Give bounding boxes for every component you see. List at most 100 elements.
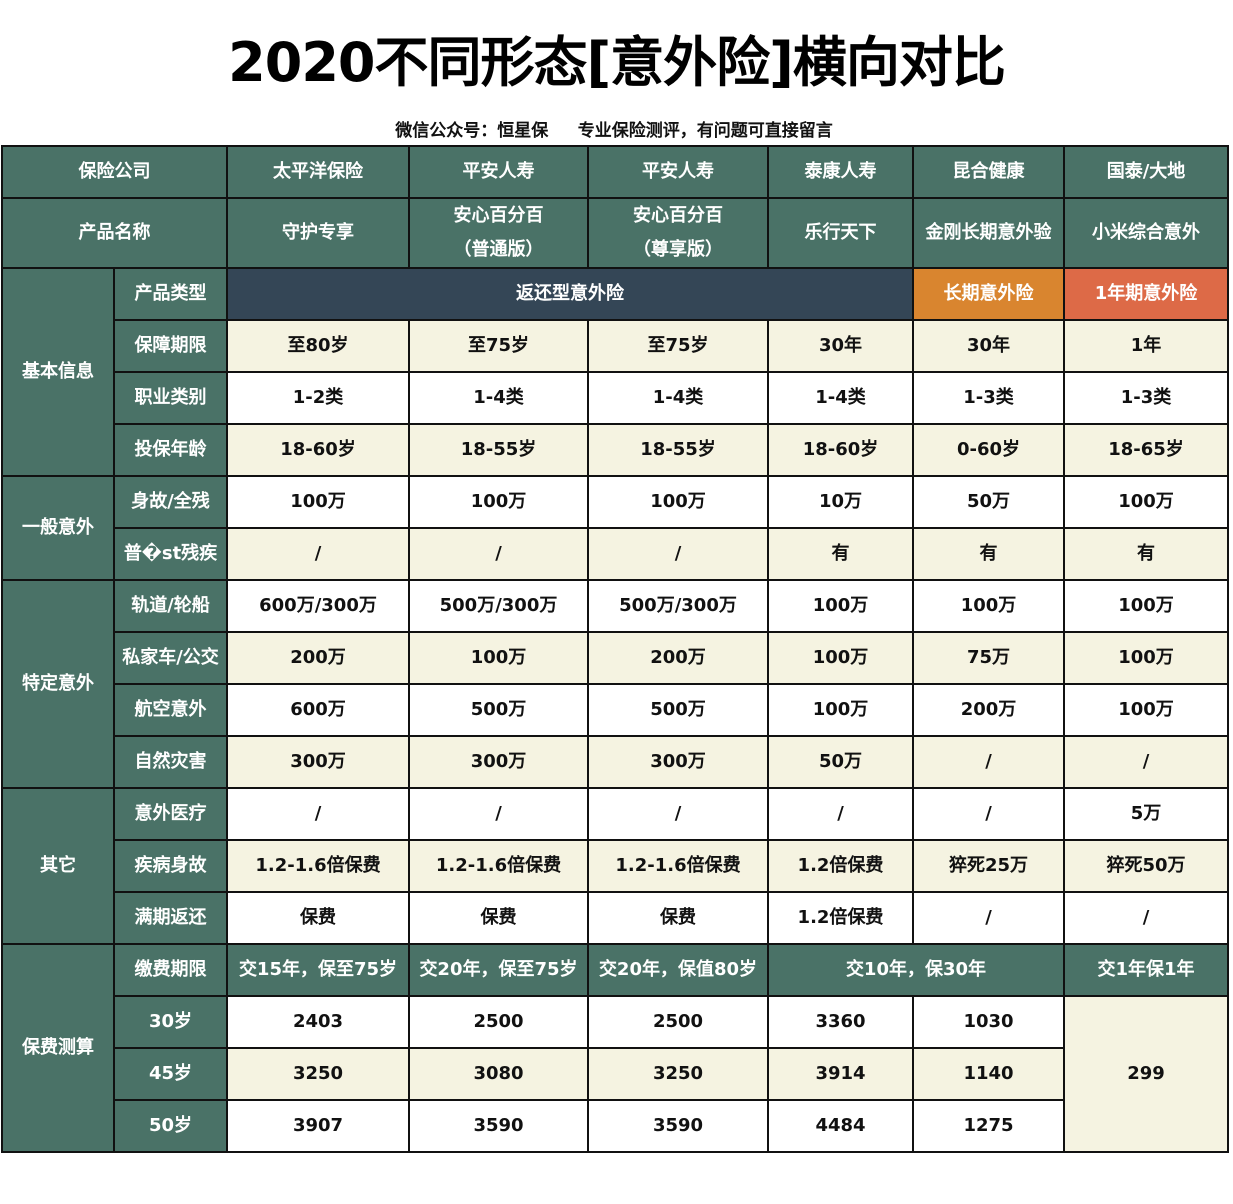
value-cell: 4484 (767, 1099, 914, 1154)
value-cell: 2403 (226, 995, 410, 1050)
payment-term-cell: 交20年，保至75岁 (408, 943, 589, 998)
table-row: 疾病身故 1.2-1.6倍保费 1.2-1.6倍保费 1.2-1.6倍保费 1.2倍保费… (2, 839, 1229, 894)
value-cell: 有 (1063, 527, 1229, 582)
value-cell: 3250 (587, 1047, 769, 1102)
value-cell: 100万 (767, 683, 914, 738)
product-name: 安心百分百 （尊享版） (587, 196, 769, 270)
value-cell: 100万 (408, 631, 589, 686)
payment-term-cell: 交10年，保30年 (767, 943, 1065, 998)
value-cell: 3080 (408, 1047, 589, 1102)
row-label: 身故/全残 (113, 475, 228, 530)
section-group-label: 一般意外 (1, 475, 115, 582)
row-label: 投保年龄 (113, 423, 228, 478)
section-group-label: 其它 (1, 787, 115, 946)
table-row: 保障期限 至80岁 至75岁 至75岁 30年 30年 1年 (2, 319, 1229, 374)
table-row: 私家车/公交 200万 100万 200万 100万 75万 100万 (2, 631, 1229, 686)
value-cell: 保费 (408, 891, 589, 946)
value-cell: 保费 (226, 891, 410, 946)
value-cell: 至75岁 (587, 319, 769, 374)
value-cell: 1-4类 (587, 371, 769, 426)
value-cell: 100万 (408, 475, 589, 530)
value-cell: 500万/300万 (587, 579, 769, 634)
product-type-cell: 返还型意外险 (226, 267, 914, 322)
value-cell: 75万 (912, 631, 1065, 686)
value-cell: 猝死50万 (1063, 839, 1229, 894)
row-label: 职业类别 (113, 371, 228, 426)
row-label: 自然灾害 (113, 735, 228, 790)
value-cell: / (1063, 891, 1229, 946)
value-cell: 猝死25万 (912, 839, 1065, 894)
company-name: 平安人寿 (587, 145, 769, 199)
row-label: 疾病身故 (113, 839, 228, 894)
value-cell: / (226, 527, 410, 582)
payment-term-cell: 交1年保1年 (1063, 943, 1229, 998)
value-cell: 100万 (587, 475, 769, 530)
value-cell: 100万 (1063, 631, 1229, 686)
table-row: 特定意外 轨道/轮船 600万/300万 500万/300万 500万/300万 100万… (1, 579, 1229, 790)
value-cell: 1030 (912, 995, 1065, 1050)
product-type-cell: 1年期意外险 (1063, 267, 1229, 322)
value-cell: 200万 (226, 631, 410, 686)
section-group-label: 保费测算 (1, 943, 115, 1154)
table-row: 普�st残疾 / / / 有有有 (2, 527, 1229, 582)
value-cell: 1.2-1.6倍保费 (587, 839, 769, 894)
page-title: 2020不同形态[意外险]横向对比 (228, 31, 1006, 94)
product-type-cell: 长期意外险 (912, 267, 1065, 322)
value-cell: 300万 (408, 735, 589, 790)
table-row: 投保年龄 18-60岁 18-55岁 18-55岁 18-60岁 0-60岁 18-65岁 (2, 423, 1229, 478)
value-cell: 1-3类 (912, 371, 1065, 426)
value-cell: / (587, 787, 769, 842)
value-cell: 3590 (587, 1099, 769, 1154)
value-cell: 10万 (767, 475, 914, 530)
table-row: 30岁 2403 2500 2500 3360 1030 299 (2, 995, 1229, 1154)
value-cell: 0-60岁 (912, 423, 1065, 478)
value-cell: / (408, 787, 589, 842)
premium-cell: 299 (1063, 995, 1229, 1154)
value-cell: 5万 (1063, 787, 1229, 842)
value-cell: 200万 (587, 631, 769, 686)
value-cell: 1-4类 (408, 371, 589, 426)
row-label: 满期返还 (113, 891, 228, 946)
value-cell: 1-3类 (1063, 371, 1229, 426)
product-name: 乐行天下 (767, 196, 914, 270)
row-label: 产品类型 (113, 267, 228, 322)
value-cell: / (767, 787, 914, 842)
payment-term-cell: 交15年，保至75岁 (226, 943, 410, 998)
value-cell: 至75岁 (408, 319, 589, 374)
value-cell: 100万 (1063, 475, 1229, 530)
value-cell: 1.2-1.6倍保费 (408, 839, 589, 894)
value-cell: 100万 (1063, 683, 1229, 738)
value-cell: 300万 (587, 735, 769, 790)
value-cell: / (912, 735, 1065, 790)
value-cell: / (912, 891, 1065, 946)
value-cell: 100万 (767, 579, 914, 634)
value-cell: 至80岁 (226, 319, 410, 374)
value-cell: 30年 (912, 319, 1065, 374)
table-row: 45岁 3250 3080 3250 3914 1140 (2, 1047, 1228, 1102)
section-group-label: 基本信息 (1, 267, 115, 478)
value-cell: 500万 (587, 683, 769, 738)
table-row: 航空意外 600万 500万 500万 100万 200万 100万 (2, 683, 1229, 738)
row-label: 保障期限 (113, 319, 228, 374)
value-cell: 保费 (587, 891, 769, 946)
value-cell: / (1063, 735, 1229, 790)
row-label: 普�st残疾 (113, 527, 228, 582)
value-cell: 1-4类 (767, 371, 914, 426)
value-cell: 500万 (408, 683, 589, 738)
comparison-table: 保险公司 太平洋保险 平安人寿 平安人寿 泰康人寿 昆合健康 国泰/大地 产品名称 守护专享 安心… (1, 145, 1229, 1154)
value-cell: 有 (767, 527, 914, 582)
value-cell: 1-2类 (226, 371, 410, 426)
value-cell: 200万 (912, 683, 1065, 738)
table-row: 保费测算 缴费期限 交15年，保至75岁 交20年，保至75岁 交20年，保值80岁 交1… (1, 943, 1229, 1154)
value-cell: 3590 (408, 1099, 589, 1154)
row-label: 30岁 (113, 995, 228, 1050)
table-row: 职业类别 1-2类 1-4类 1-4类 1-4类 1-3类 1-3类 (2, 371, 1229, 426)
value-cell: 18-65岁 (1063, 423, 1229, 478)
value-cell: 1275 (912, 1099, 1065, 1154)
value-cell: 2500 (408, 995, 589, 1050)
table-row: 满期返还 保费 保费 保费 1.2倍保费 / / (2, 891, 1229, 946)
table-row: 一般意外 身故/全残 100万 100万 100万 10万 50万 100万 (1, 475, 1229, 582)
payment-term-cell: 交20年，保值80岁 (587, 943, 769, 998)
subtitle: 微信公众号：恒星保 专业保险测评，有问题可直接留言 (395, 121, 833, 141)
product-header-label: 产品名称 (1, 196, 228, 270)
